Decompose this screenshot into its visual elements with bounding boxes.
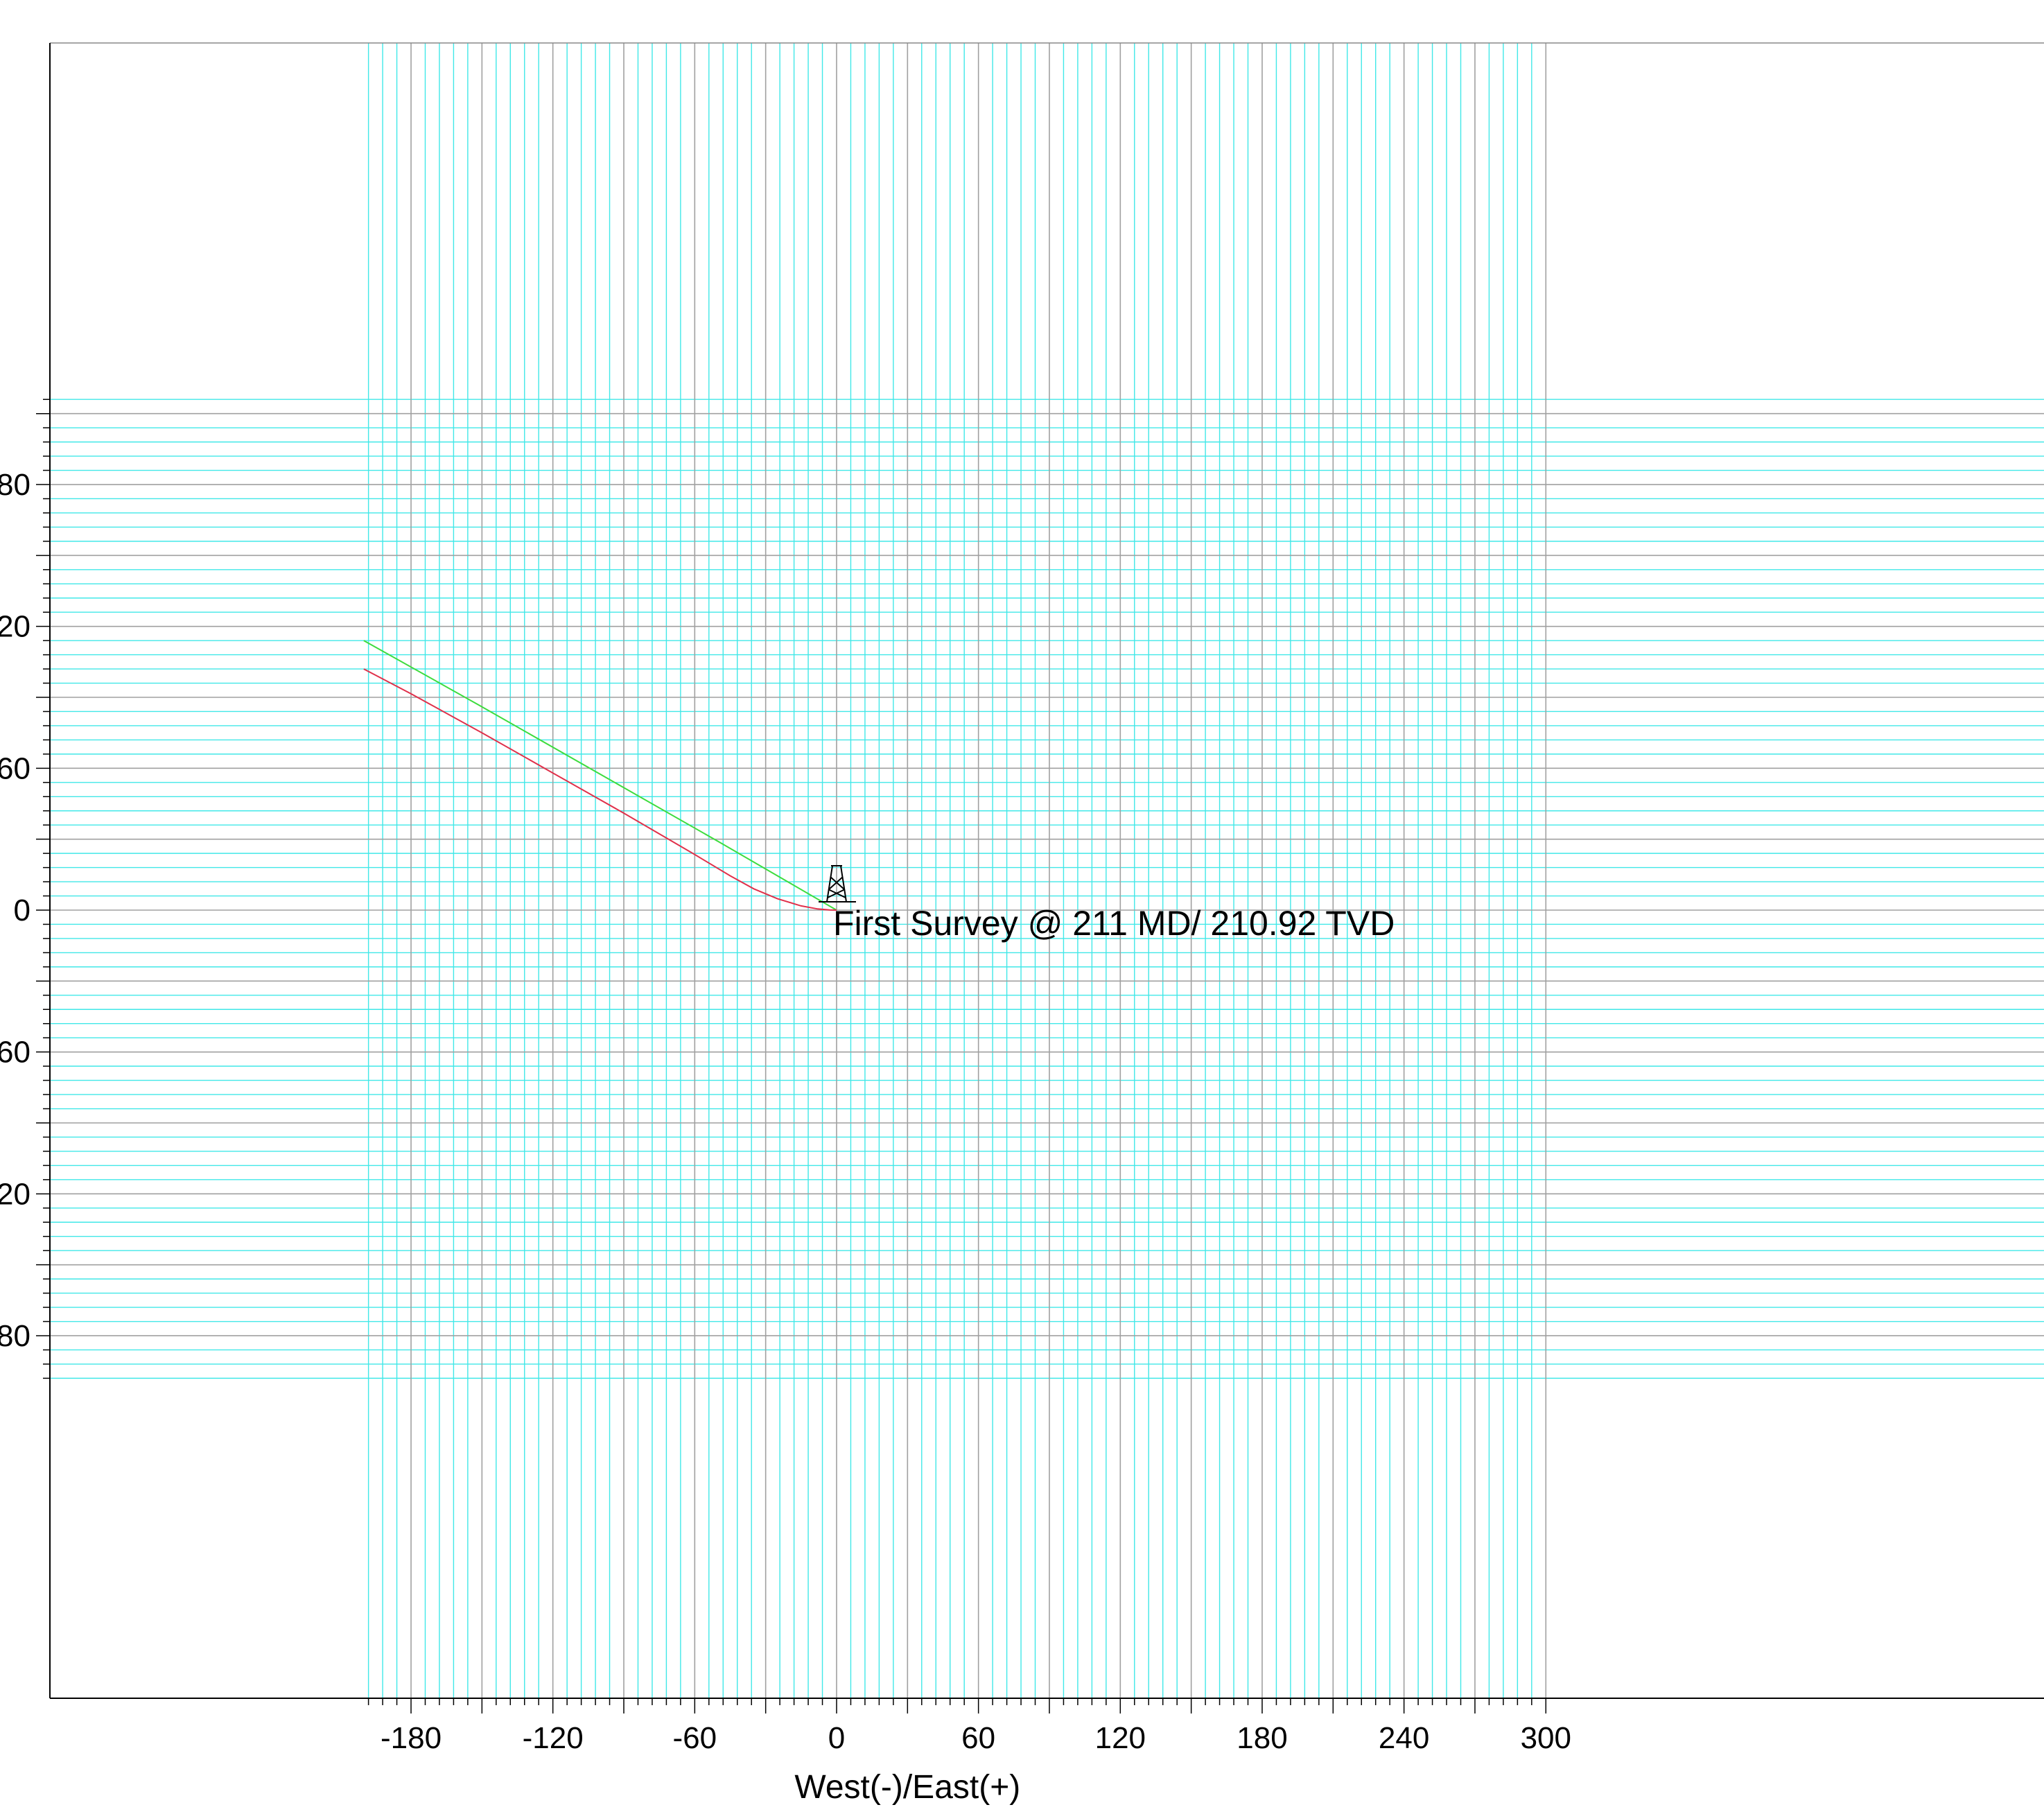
- x-tick-label: -120: [523, 1721, 584, 1755]
- tick-labels: -180 -120 -60 0 60 120 180 240 300 80 20 60 0 60 20 80: [0, 468, 1571, 1755]
- rig-bracing: [827, 876, 846, 898]
- y-tick-label: 80: [0, 1319, 30, 1353]
- x-tick-label: 60: [961, 1721, 995, 1755]
- y-tick-label: 20: [0, 1177, 30, 1211]
- x-tick-label: 240: [1379, 1721, 1429, 1755]
- x-tick-label: -60: [673, 1721, 717, 1755]
- series-line-1: [363, 640, 837, 911]
- minor-grid: [50, 43, 2044, 1698]
- rig-marker: First Survey @ 211 MD/ 210.92 TVD: [819, 865, 1395, 943]
- x-tick-label: 300: [1521, 1721, 1571, 1755]
- series-line-2: [363, 668, 837, 911]
- x-tick-label: -180: [381, 1721, 442, 1755]
- y-tick-label: 60: [0, 1036, 30, 1070]
- x-tick-label: 180: [1237, 1721, 1287, 1755]
- y-tick-label: 0: [14, 893, 30, 927]
- y-tick-label: 20: [0, 610, 30, 644]
- y-tick-label: 80: [0, 468, 30, 502]
- axes: [36, 42, 2044, 1713]
- major-grid: [50, 43, 2044, 1698]
- x-tick-label: 0: [828, 1721, 845, 1755]
- rig-icon: [819, 865, 856, 902]
- x-axis-title: West(-)/East(+): [794, 1769, 1020, 1806]
- x-tick-label: 120: [1095, 1721, 1146, 1755]
- y-tick-label: 60: [0, 751, 30, 785]
- survey-annotation: First Survey @ 211 MD/ 210.92 TVD: [833, 904, 1395, 943]
- series-layer: [363, 640, 837, 911]
